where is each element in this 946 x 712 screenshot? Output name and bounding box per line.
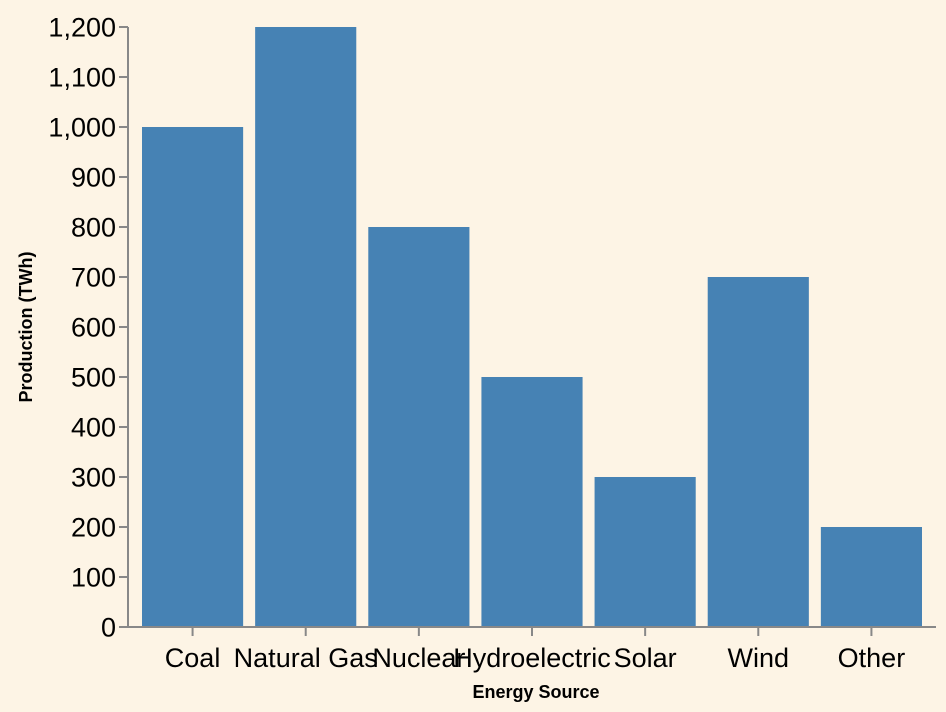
x-tick-label-hydroelectric: Hydroelectric xyxy=(453,643,611,673)
y-axis-title: Production (TWh) xyxy=(16,252,36,403)
x-tick-label-solar: Solar xyxy=(614,643,677,673)
x-tick-label-nuclear: Nuclear xyxy=(372,643,465,673)
bar-wind xyxy=(707,277,809,627)
x-tick-label-coal: Coal xyxy=(165,643,221,673)
y-tick-label: 1,100 xyxy=(48,63,116,93)
y-tick-label: 900 xyxy=(71,163,116,193)
bar-solar xyxy=(594,477,696,627)
bar-other xyxy=(820,527,922,627)
y-tick-label: 100 xyxy=(71,563,116,593)
bar-natural-gas xyxy=(255,27,357,627)
y-tick-label: 300 xyxy=(71,463,116,493)
y-tick-label: 1,000 xyxy=(48,113,116,143)
bar-nuclear xyxy=(368,227,470,627)
bar-coal xyxy=(142,127,244,627)
y-tick-label: 400 xyxy=(71,413,116,443)
x-axis-title: Energy Source xyxy=(472,682,599,702)
y-tick-label: 500 xyxy=(71,363,116,393)
x-tick-label-natural-gas: Natural Gas xyxy=(234,643,378,673)
y-tick-label: 600 xyxy=(71,313,116,343)
x-tick-label-other: Other xyxy=(838,643,906,673)
y-tick-label: 700 xyxy=(71,263,116,293)
bar-hydroelectric xyxy=(481,377,583,627)
x-tick-label-wind: Wind xyxy=(728,643,790,673)
y-axis: 0 100 200 300 400 500 600 700 800 900 1,000 1,100 1,… xyxy=(48,13,129,643)
y-tick-label: 1,200 xyxy=(48,13,116,43)
y-tick-label: 200 xyxy=(71,513,116,543)
bars-group xyxy=(142,27,922,627)
y-tick-label: 800 xyxy=(71,213,116,243)
y-tick-label: 0 xyxy=(101,613,116,643)
